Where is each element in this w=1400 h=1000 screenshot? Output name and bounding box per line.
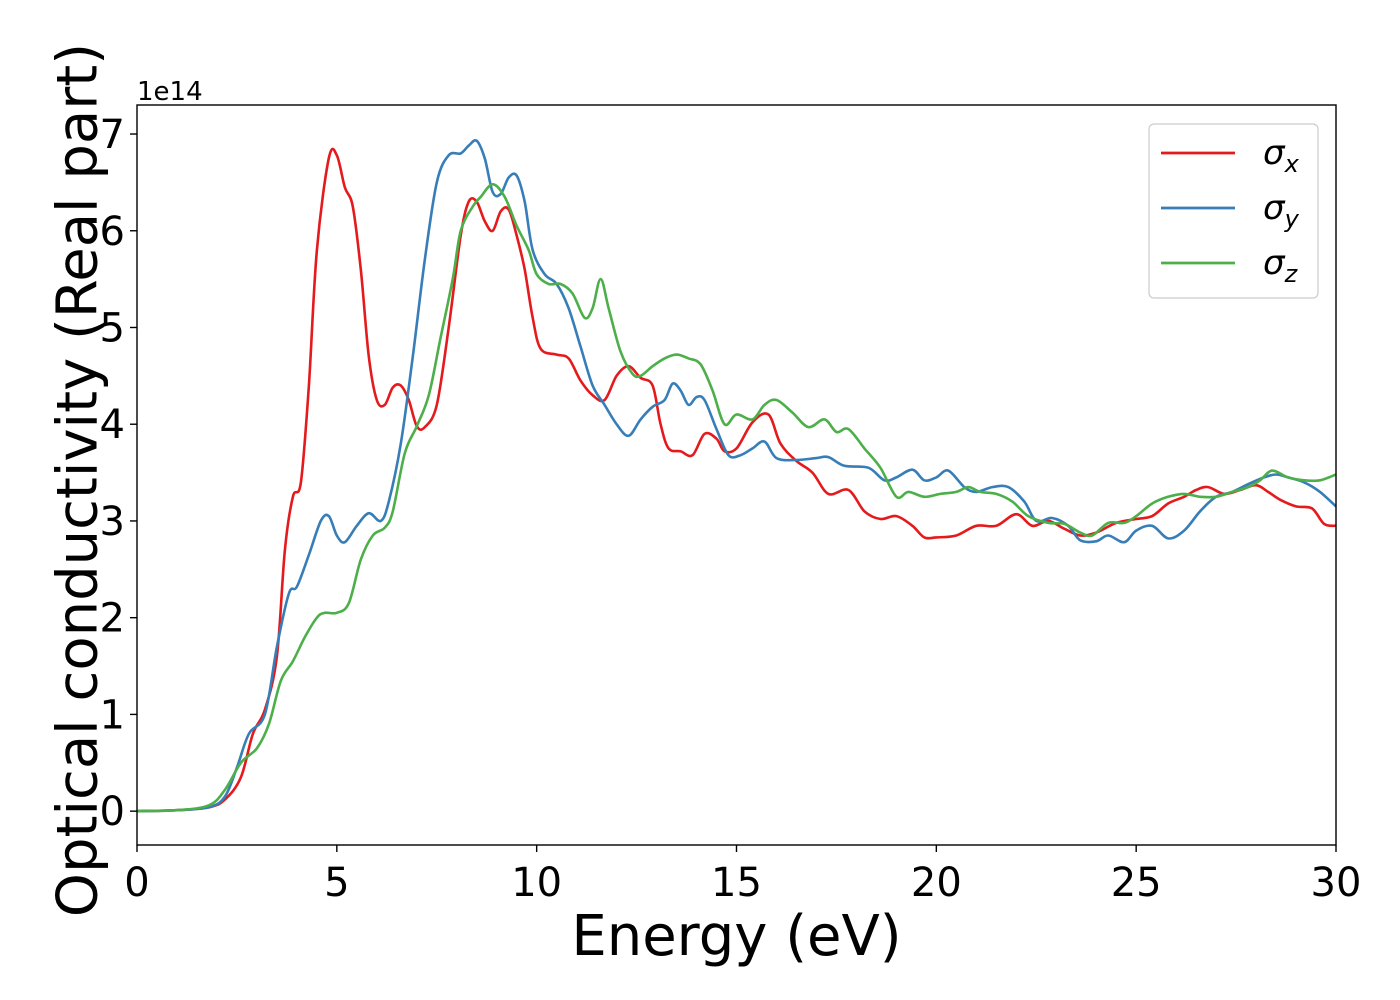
y-axis-title: Optical conductivity (Real part) (46, 43, 111, 917)
legend-label-subscript: y (1284, 205, 1300, 233)
legend-label-symbol: σ (1263, 133, 1286, 173)
y-tick-label: 5 (100, 305, 125, 351)
legend-frame (1148, 123, 1319, 299)
x-tick-label: 20 (911, 860, 962, 906)
y-tick-label: 2 (100, 596, 125, 642)
legend-label-symbol: σ (1263, 188, 1286, 228)
series-line-y (137, 139, 1336, 813)
y-tick-label: 6 (100, 209, 125, 255)
x-tick-label: 15 (711, 860, 762, 906)
legend-label-symbol: σ (1263, 243, 1286, 283)
y-tick-label: 0 (100, 789, 125, 835)
y-tick-label: 1 (100, 692, 125, 738)
y-tick-label: 7 (100, 112, 125, 158)
series-line-z (137, 183, 1336, 813)
y-tick-label: 4 (100, 402, 125, 448)
x-tick-label: 25 (1111, 860, 1162, 906)
legend-label-y: σy (1263, 188, 1300, 233)
x-tick-label: 5 (324, 860, 349, 906)
x-axis-title: Energy (eV) (571, 904, 901, 969)
legend-label-subscript: z (1284, 260, 1299, 288)
legend-label-x: σx (1263, 133, 1300, 178)
series-layer (137, 139, 1336, 813)
legend-label-z: σz (1263, 243, 1299, 288)
legend-label-subscript: x (1284, 150, 1300, 178)
y-offset-text: 1e14 (137, 77, 203, 107)
ticks-layer: 0 5 10 15 20 25 30 0 1 2 3 4 5 6 7 (100, 112, 1362, 906)
x-tick-label: 10 (511, 860, 562, 906)
x-tick-label: 0 (124, 860, 149, 906)
x-tick-label: 30 (1311, 860, 1362, 906)
y-tick-label: 3 (100, 499, 125, 545)
